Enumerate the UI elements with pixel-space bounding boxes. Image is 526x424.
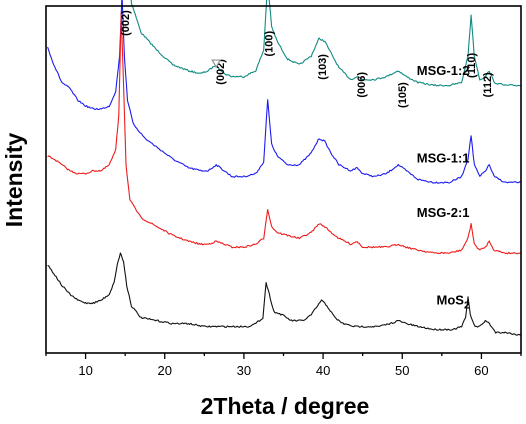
series-label-1: MSG-1:1 <box>417 150 470 165</box>
peak-index-label-5: (105) <box>397 82 409 108</box>
series-line-0 <box>130 0 522 87</box>
series-layer <box>47 0 522 336</box>
annotation-layer: MSG-1:2 MSG-1:1 MSG-2:1 MoS2 (002) (002) (100)… <box>120 10 494 312</box>
x-tick-label-3: 40 <box>316 363 330 378</box>
series-line-2 <box>47 11 522 255</box>
peak-index-label-4: (006) <box>356 72 368 98</box>
y-axis-title: Intensity <box>1 133 27 228</box>
series-label-2: MSG-2:1 <box>417 205 470 220</box>
x-tick-label-5: 60 <box>474 363 488 378</box>
series-label-3: MoS2 <box>437 292 470 311</box>
series-line-3 <box>47 252 522 336</box>
x-axis-title: 2Theta / degree <box>201 393 370 419</box>
x-tick-label-1: 20 <box>158 363 172 378</box>
x-tick-label-4: 50 <box>395 363 409 378</box>
peak-index-label-7: (112) <box>482 72 494 97</box>
x-tick-label-2: 30 <box>237 363 251 378</box>
peak-index-label-6: (110) <box>466 53 478 78</box>
axes: 10 20 30 40 50 60 <box>45 5 522 378</box>
triangle-marker-icon <box>211 59 222 69</box>
peak-index-label-2: (100) <box>263 30 275 56</box>
series-line-1 <box>47 0 522 184</box>
series-label-subscript: 2 <box>464 300 470 311</box>
peak-index-label-3: (103) <box>317 54 329 80</box>
x-tick-label-0: 10 <box>78 363 92 378</box>
series-label-0: MSG-1:2 <box>417 63 470 78</box>
peak-index-label-1: (002) <box>215 59 227 85</box>
peak-index-label-0: (002) <box>120 10 132 36</box>
